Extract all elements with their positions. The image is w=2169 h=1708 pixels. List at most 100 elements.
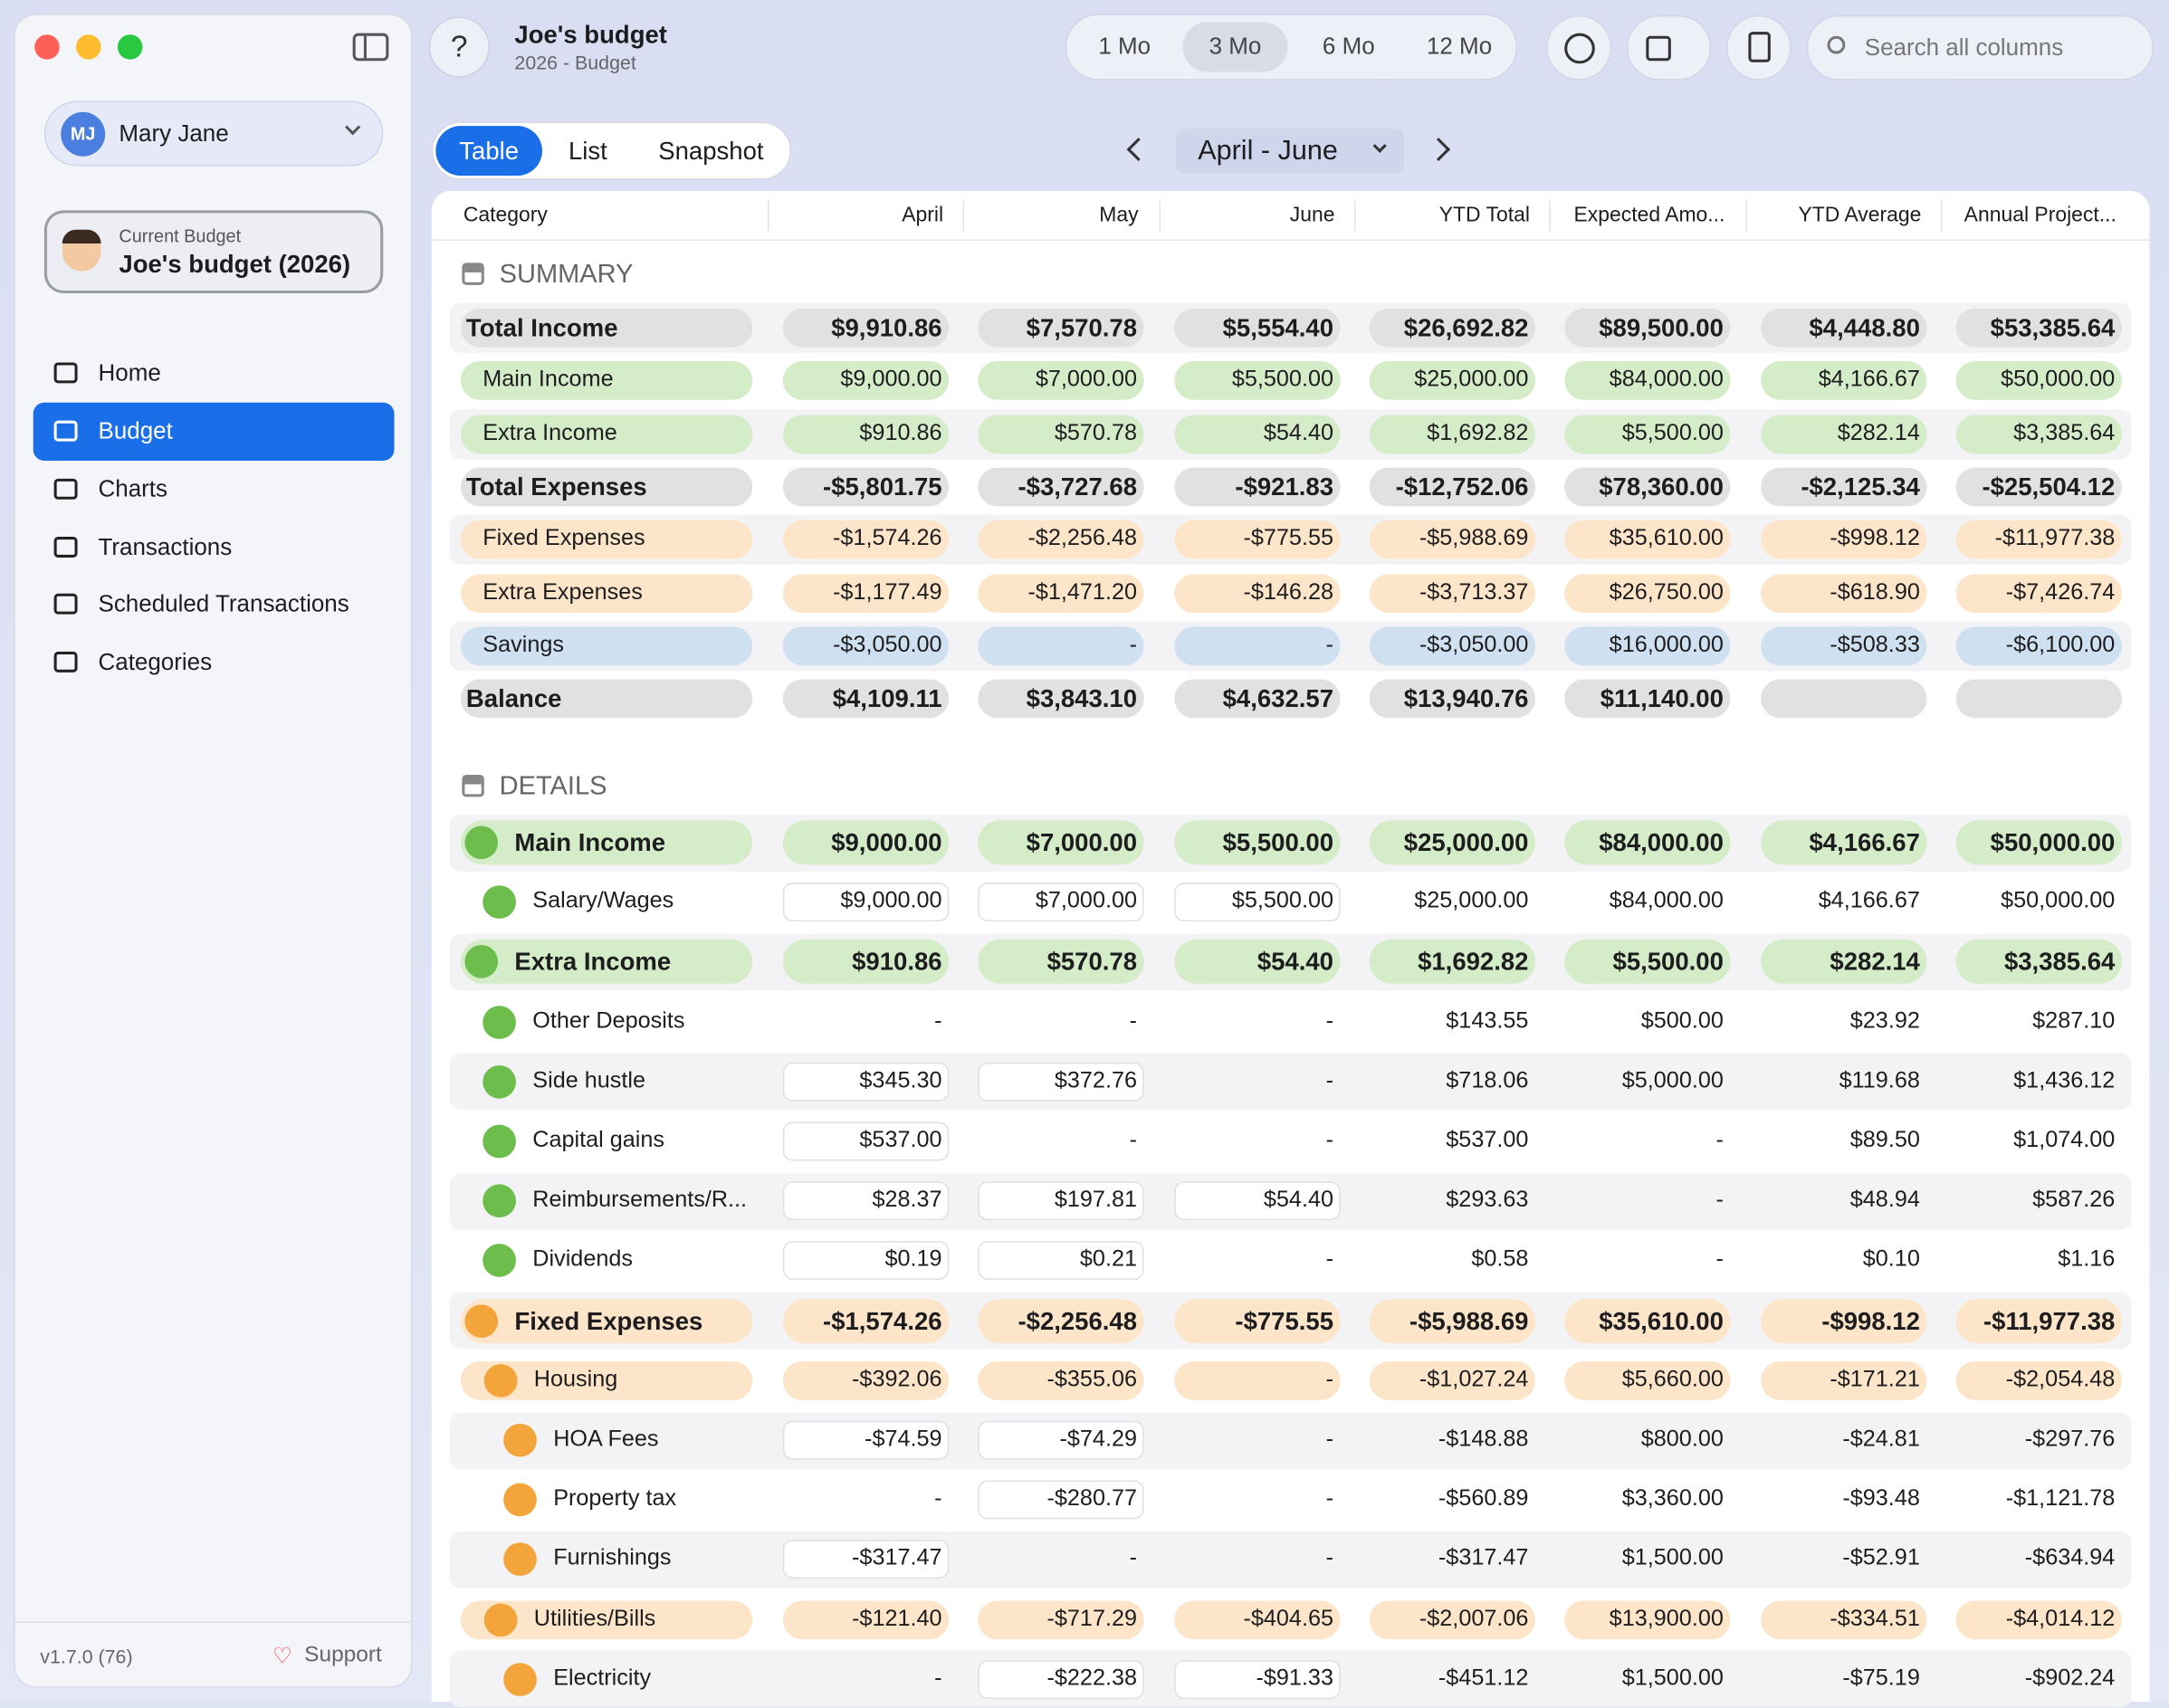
value-pill [782, 679, 950, 719]
value: -$121.40 [852, 1605, 942, 1631]
row-band [449, 1053, 2132, 1111]
value-input[interactable] [782, 1121, 950, 1161]
value: $25,000.00 [1414, 888, 1529, 914]
value: -$1,027.24 [1419, 1366, 1529, 1392]
value-input[interactable] [978, 1420, 1144, 1460]
value: - [1325, 1007, 1333, 1034]
nav-item[interactable]: Scheduled Transactions [98, 590, 349, 617]
export-button[interactable] [1725, 14, 1792, 81]
value-input[interactable] [782, 1181, 950, 1221]
nav-item[interactable]: Categories [98, 648, 213, 675]
category-icon [464, 825, 499, 860]
nav-item[interactable]: Budget [98, 417, 173, 444]
value: - [1325, 1127, 1333, 1153]
value-pill [978, 1298, 1144, 1343]
category-icon [503, 1423, 537, 1457]
value-input[interactable] [782, 1241, 950, 1281]
version: v1.7.0 (76) [40, 1645, 133, 1667]
value: -$171.21 [1830, 1366, 1920, 1392]
value: -$91.33 [1256, 1665, 1333, 1691]
tab[interactable]: Table [459, 137, 520, 165]
category-label: Utilities/Bills [533, 1605, 656, 1631]
value-pill [1369, 820, 1536, 865]
value: $28.37 [872, 1187, 942, 1213]
range-option[interactable]: 3 Mo [1209, 33, 1262, 60]
value-pill [1761, 414, 1927, 453]
category-label: Savings [483, 632, 564, 657]
current-budget-name: Joe's budget (2026) [119, 250, 351, 279]
value-input[interactable] [782, 1540, 950, 1579]
value: -$3,050.00 [1419, 632, 1529, 657]
prev-period[interactable] [1126, 138, 1151, 162]
range-option[interactable]: 12 Mo [1426, 33, 1493, 60]
budget-title: Joe's budget [514, 20, 667, 49]
value-input[interactable] [978, 883, 1144, 922]
value: -$52.91 [1842, 1545, 1920, 1571]
value: $3,385.64 [2003, 948, 2116, 977]
range-option[interactable]: 1 Mo [1098, 33, 1151, 60]
layout-button[interactable] [1626, 14, 1712, 81]
value: $3,843.10 [1026, 684, 1138, 713]
category-label: Electricity [553, 1665, 652, 1691]
value-pill [1761, 573, 1927, 613]
zoom-button[interactable] [117, 34, 143, 60]
value-pill [1174, 573, 1341, 613]
row-band [449, 1411, 2132, 1469]
nav-icon [53, 420, 78, 442]
next-period[interactable] [1427, 138, 1451, 162]
period-selector[interactable] [1175, 129, 1404, 174]
column-separator [768, 200, 769, 232]
value-input[interactable] [978, 1062, 1144, 1102]
nav-item[interactable]: Transactions [98, 534, 233, 561]
value-pill [782, 361, 950, 401]
value-input[interactable] [782, 1420, 950, 1460]
value-pill [1761, 940, 1927, 985]
value: -$12,752.06 [1395, 472, 1529, 501]
value-input[interactable] [1174, 883, 1341, 922]
value: -$451.12 [1438, 1665, 1529, 1691]
value-input[interactable] [978, 1181, 1144, 1221]
value-pill [782, 626, 950, 665]
value: -$1,574.26 [832, 526, 942, 551]
value-input[interactable] [782, 1062, 950, 1102]
section-title: SUMMARY [499, 260, 634, 290]
tab[interactable]: List [568, 137, 607, 165]
support-button[interactable]: Support [304, 1643, 382, 1667]
value-input[interactable] [782, 883, 950, 922]
row-band [449, 1531, 2132, 1589]
value-pill [1955, 679, 2122, 719]
minimize-button[interactable] [76, 34, 101, 60]
value: -$1,471.20 [1027, 578, 1138, 605]
value: - [1325, 1485, 1333, 1512]
history-button[interactable] [1546, 14, 1612, 81]
value: $1.16 [2058, 1246, 2116, 1273]
value: $1,500.00 [1621, 1545, 1724, 1571]
value: $5,500.00 [1222, 828, 1333, 857]
value: $5,500.00 [1621, 420, 1724, 445]
sidebar-toggle[interactable] [352, 33, 389, 62]
help-button[interactable]: ? [428, 16, 490, 78]
value: -$24.81 [1842, 1426, 1920, 1452]
value-input[interactable] [978, 1659, 1144, 1699]
value: -$297.76 [2024, 1426, 2116, 1452]
close-button[interactable] [34, 34, 60, 60]
value-pill [782, 520, 950, 559]
tab[interactable]: Snapshot [658, 137, 764, 165]
value: -$4,014.12 [2005, 1605, 2116, 1631]
category-pill [460, 820, 753, 865]
value-input[interactable] [978, 1241, 1144, 1281]
nav-item[interactable]: Home [98, 359, 161, 386]
value: $3,385.64 [2013, 420, 2116, 445]
value-input[interactable] [1174, 1181, 1341, 1221]
value-pill [782, 1599, 950, 1639]
value-input[interactable] [1174, 1659, 1341, 1699]
nav-item[interactable]: Charts [98, 475, 168, 502]
value: $500.00 [1640, 1007, 1724, 1034]
value-input[interactable] [978, 1480, 1144, 1520]
value: - [1129, 632, 1138, 657]
category-icon [464, 1303, 499, 1338]
search-field[interactable] [1806, 14, 2155, 81]
range-option[interactable]: 6 Mo [1322, 33, 1375, 60]
value: $11,140.00 [1600, 684, 1724, 713]
value: $26,750.00 [1609, 578, 1724, 605]
